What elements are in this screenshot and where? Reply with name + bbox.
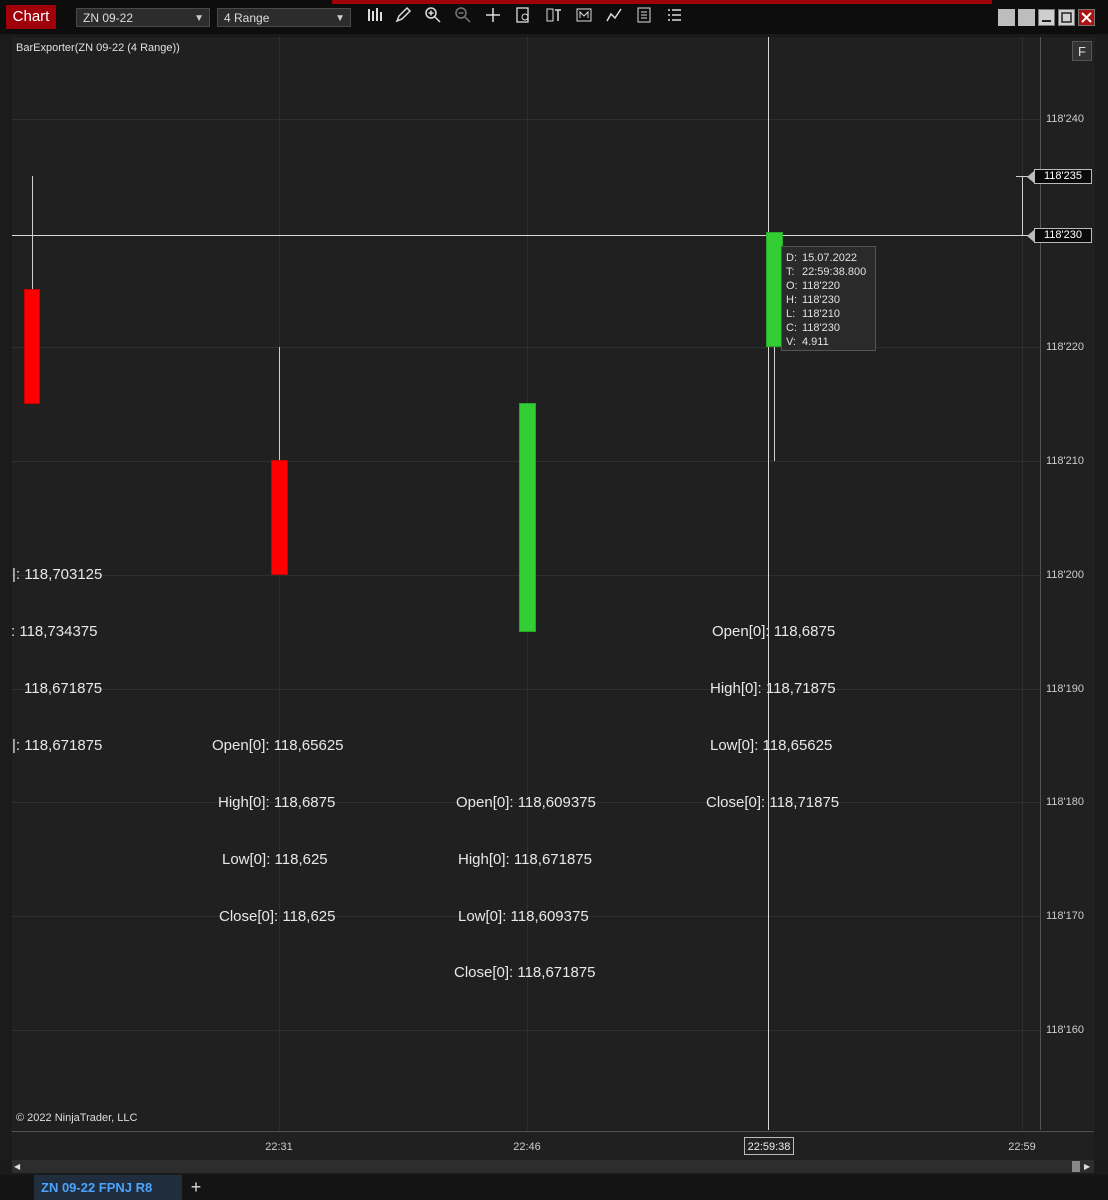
minimize-icon	[1042, 20, 1051, 22]
candle-bear[interactable]	[24, 289, 40, 404]
maximize-icon	[1061, 12, 1072, 23]
chart-window-tab[interactable]: Chart	[6, 5, 56, 29]
close-icon	[1081, 12, 1092, 23]
bar-type-icon[interactable]	[364, 6, 386, 28]
draw-tools-icon[interactable]	[603, 6, 625, 28]
tile-right-button[interactable]	[1018, 9, 1035, 26]
crosshair-vertical	[768, 37, 769, 1130]
price-tick-label: 118'190	[1046, 683, 1084, 695]
tooltip-close-row: C: 118'230	[786, 322, 840, 334]
bar3-high-label: High[0]: 118,671875	[458, 851, 592, 868]
bar3-open-label: Open[0]: 118,609375	[456, 794, 596, 811]
period-value: 4 Range	[224, 11, 270, 25]
bar3-low-label: Low[0]: 118,609375	[458, 908, 589, 925]
instrument-value: ZN 09-22	[83, 11, 134, 25]
scroll-right-icon[interactable]: ▶	[1084, 1162, 1091, 1171]
tooltip-volume-row: V: 4.911	[786, 336, 829, 348]
bar2-high-label: High[0]: 118,6875	[218, 794, 336, 811]
bar1-close-label: |: 118,671875	[12, 737, 103, 754]
tooltip-date-row: D: 15.07.2022	[786, 252, 858, 264]
time-tick-label: 22:59	[1008, 1141, 1036, 1153]
crosshair-time-tag: 22:59:38	[744, 1137, 794, 1155]
candle-bull[interactable]	[519, 403, 536, 632]
crosshair-horizontal	[12, 235, 1040, 236]
bar2-open-label: Open[0]: 118,65625	[212, 737, 344, 754]
period-selector[interactable]: 4 Range ▼	[217, 8, 351, 27]
copyright-label: © 2022 NinjaTrader, LLC	[16, 1112, 138, 1124]
close-button[interactable]	[1078, 9, 1095, 26]
zoom-out-icon[interactable]	[452, 6, 474, 28]
candle-wick	[279, 347, 280, 461]
right-strip	[1094, 37, 1108, 1160]
time-tick-label: 22:46	[513, 1141, 541, 1153]
grid-line	[12, 1030, 1040, 1031]
time-tick-label: 22:31	[265, 1141, 293, 1153]
candle-bear[interactable]	[271, 460, 288, 575]
chevron-down-icon: ▼	[335, 13, 345, 24]
bar1-open-label: |: 118,703125	[12, 566, 103, 583]
candle-wick	[1022, 176, 1023, 235]
bar4-close-label: Close[0]: 118,71875	[706, 794, 840, 811]
candle-wick	[774, 347, 775, 461]
bottom-tab-bar	[0, 1175, 1108, 1200]
data-tooltip: D: 15.07.2022 T: 22:59:38.800 O: 118'220 H:…	[781, 246, 876, 351]
tooltip-high-row: H: 118'230	[786, 294, 840, 306]
price-tick-label: 118'160	[1046, 1024, 1084, 1036]
add-tab-button[interactable]: +	[190, 1177, 202, 1197]
grid-line	[12, 916, 1040, 917]
scroll-thumb[interactable]	[1072, 1161, 1080, 1172]
grid-line	[1022, 37, 1023, 1130]
grid-line	[12, 689, 1040, 690]
tooltip-time-row: T: 22:59:38.800	[786, 266, 867, 278]
chevron-down-icon: ▼	[194, 13, 204, 24]
instrument-selector[interactable]: ZN 09-22 ▼	[76, 8, 210, 27]
price-tick-label: 118'200	[1046, 569, 1084, 581]
bar3-close-label: Close[0]: 118,671875	[454, 964, 596, 981]
price-tick-label: 118'180	[1046, 796, 1084, 808]
indicator-label: BarExporter(ZN 09-22 (4 Range))	[16, 42, 180, 54]
price-tick-label: 118'170	[1046, 910, 1084, 922]
minimize-button[interactable]	[1038, 9, 1055, 26]
price-tick-label: 118'240	[1046, 113, 1084, 125]
grid-line	[12, 119, 1040, 120]
list-icon[interactable]	[663, 6, 685, 28]
pencil-icon[interactable]	[392, 6, 414, 28]
price-axis[interactable]	[1040, 37, 1095, 1130]
grid-line	[279, 37, 280, 1130]
grid-line	[12, 802, 1040, 803]
background-window-edge	[332, 0, 992, 4]
tile-left-button[interactable]	[998, 9, 1015, 26]
maximize-button[interactable]	[1058, 9, 1075, 26]
tooltip-open-row: O: 118'220	[786, 280, 840, 292]
bar4-open-label: Open[0]: 118,6875	[712, 623, 836, 640]
bar1-low-label: 118,671875	[24, 680, 103, 697]
properties-icon[interactable]	[633, 6, 655, 28]
time-axis[interactable]	[12, 1131, 1094, 1160]
price-tick-label: 118'220	[1046, 341, 1084, 353]
bar4-high-label: High[0]: 118,71875	[710, 680, 836, 697]
horizontal-scrollbar[interactable]	[12, 1160, 1094, 1173]
scroll-left-icon[interactable]: ◀	[14, 1162, 21, 1171]
bar2-close-label: Close[0]: 118,625	[219, 908, 336, 925]
tooltip-low-row: L: 118'210	[786, 308, 840, 320]
bar2-low-label: Low[0]: 118,625	[222, 851, 328, 868]
crosshair-icon[interactable]	[482, 6, 504, 28]
zoom-in-icon[interactable]	[422, 6, 444, 28]
bar4-low-label: Low[0]: 118,65625	[710, 737, 833, 754]
f-button[interactable]: F	[1072, 41, 1092, 61]
price-tag-crosshair: 118'230	[1027, 228, 1092, 243]
grid-line	[12, 347, 1040, 348]
price-tick-label: 118'210	[1046, 455, 1084, 467]
price-tag-upper: 118'235	[1027, 169, 1092, 184]
instrument-tab[interactable]: ZN 09-22 FPNJ R8	[34, 1175, 182, 1200]
indicators-icon[interactable]	[543, 6, 565, 28]
candle-wick	[32, 176, 33, 290]
strategies-icon[interactable]	[573, 6, 595, 28]
bar1-high-label: : 118,734375	[11, 623, 98, 640]
data-box-icon[interactable]	[512, 6, 534, 28]
